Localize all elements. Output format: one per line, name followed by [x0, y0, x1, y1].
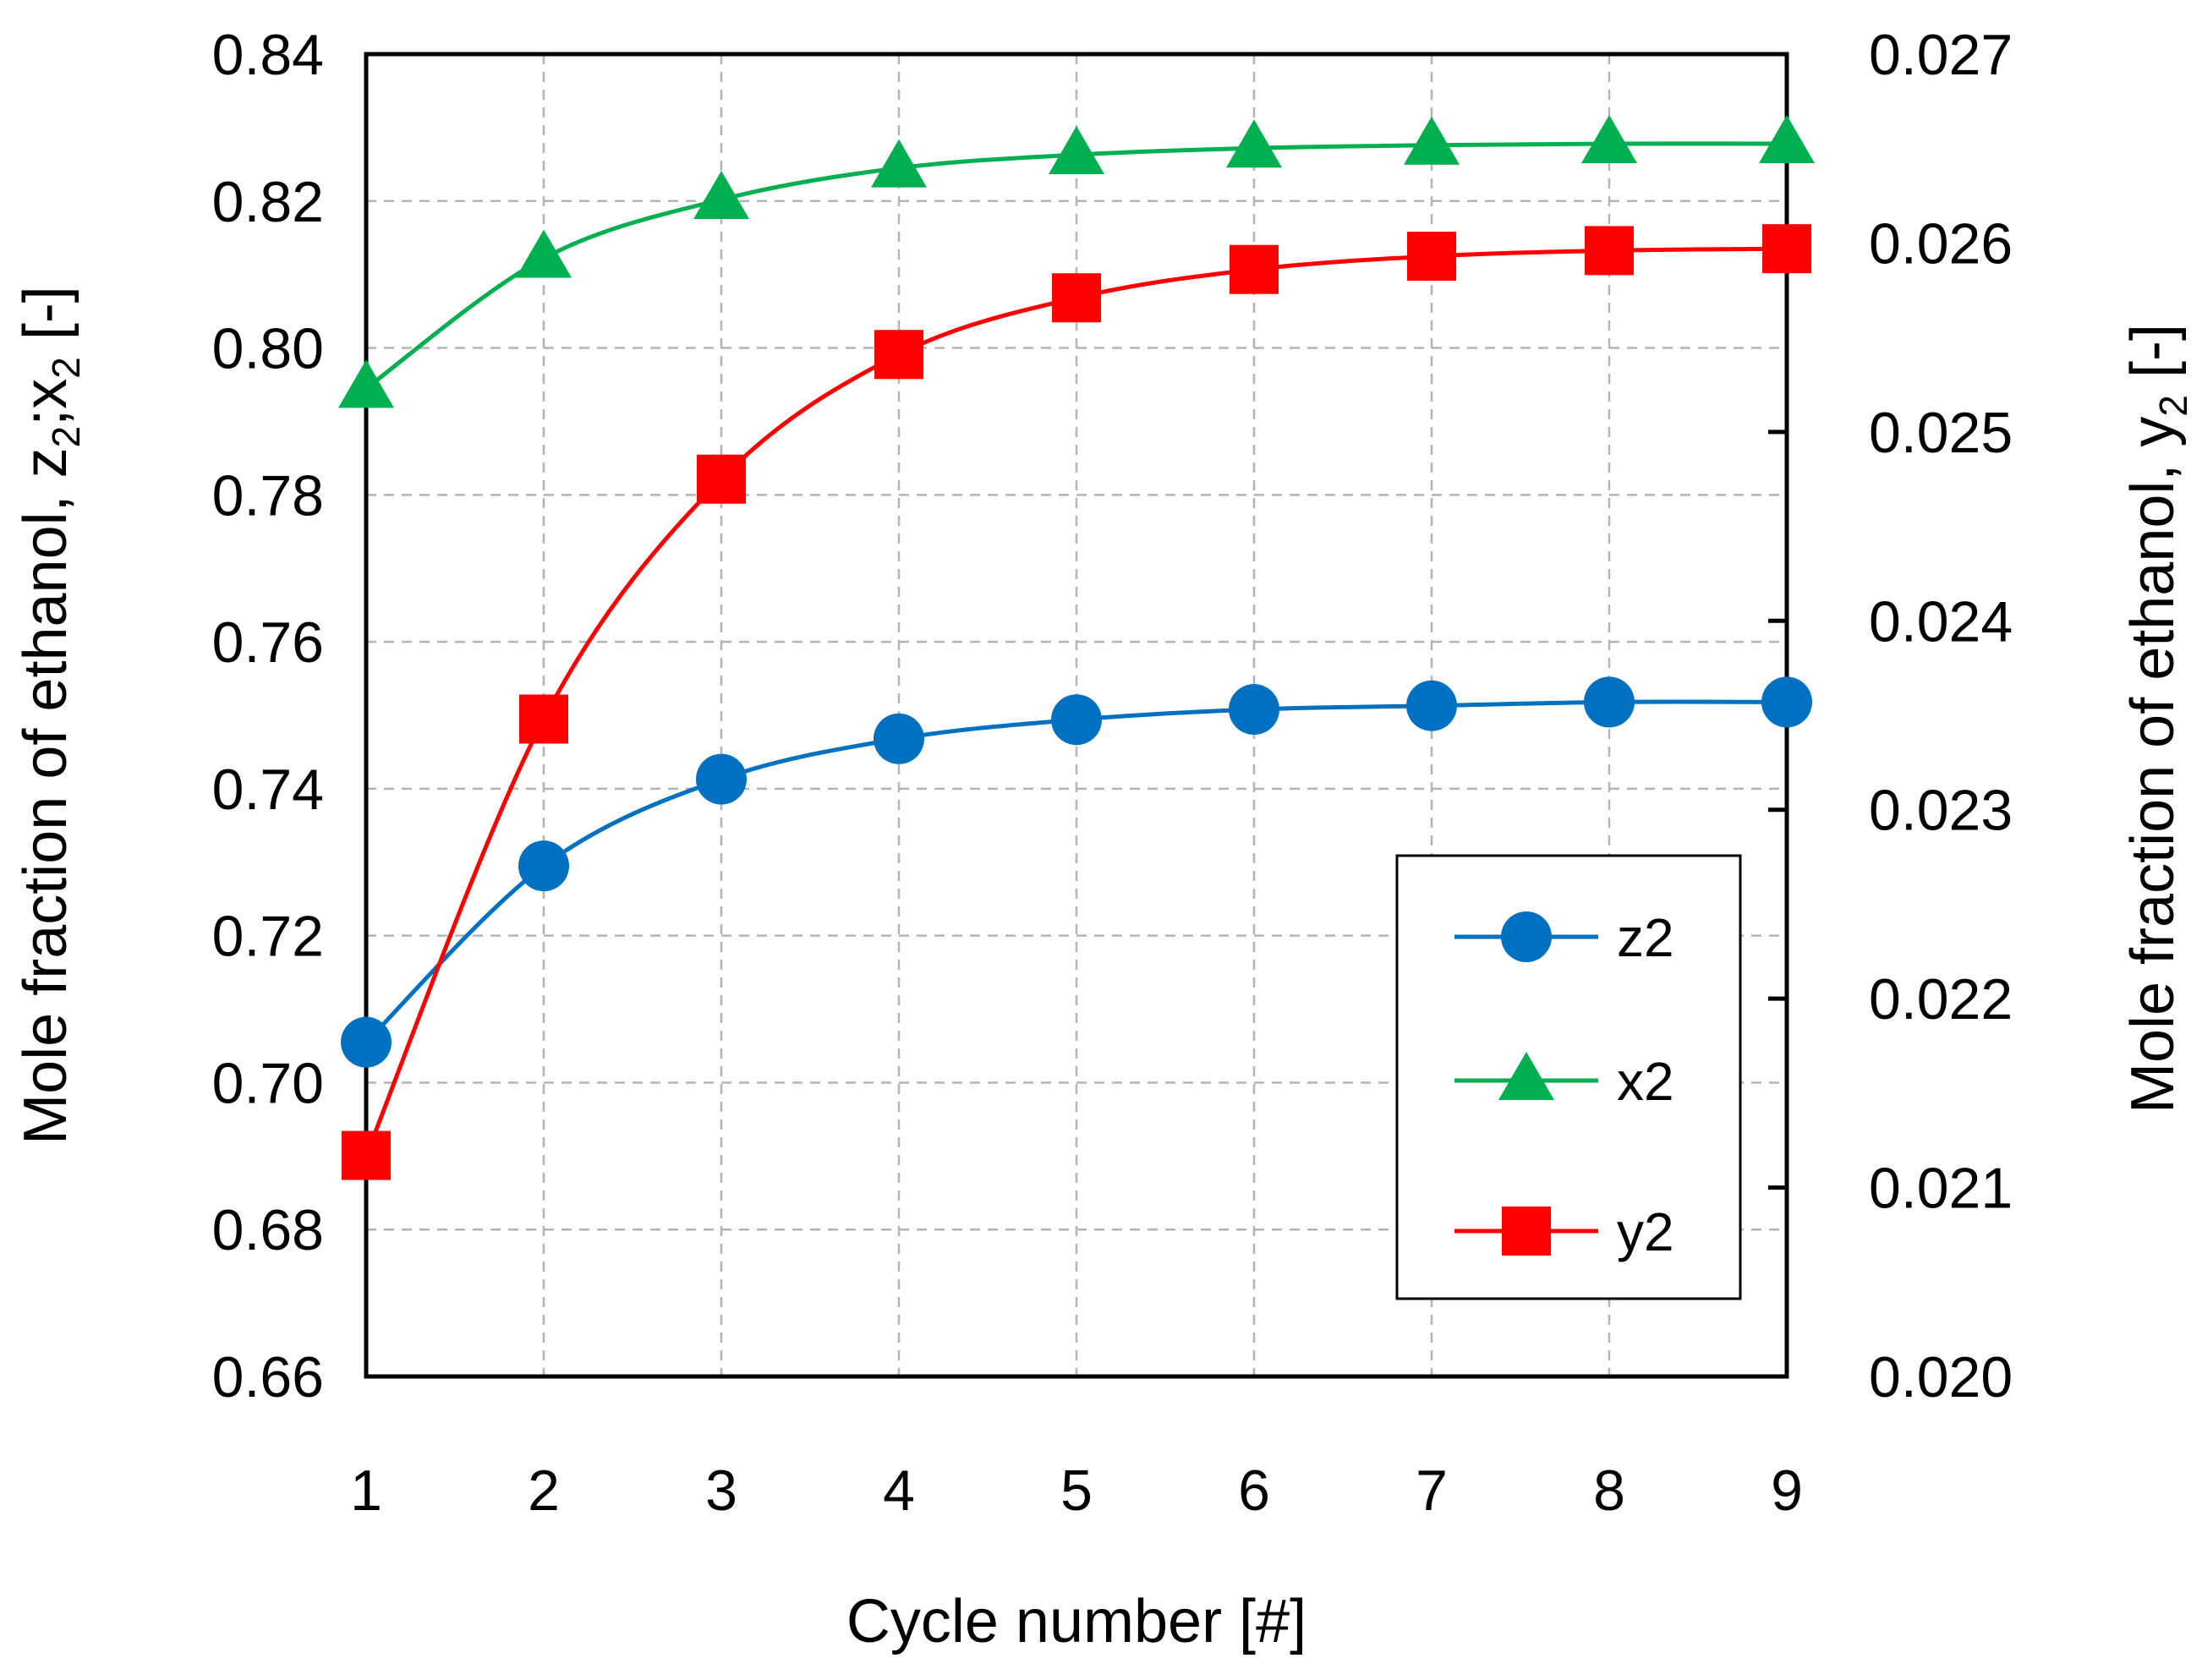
- x-tick-label: 3: [705, 1458, 737, 1523]
- y-axis-title-right: Mole fraction of ethanol, y2 [-]: [2119, 324, 2195, 1114]
- y-tick-label-left: 0.80: [212, 317, 324, 381]
- data-point-y2: [1052, 273, 1101, 323]
- y-tick-label-left: 0.78: [212, 463, 324, 528]
- data-point-z2: [1229, 684, 1279, 736]
- y-tick-label-right: 0.021: [1869, 1157, 2013, 1221]
- legend-item-x2: x2: [1454, 1051, 1674, 1112]
- ticks: 1 2 3 4 5 6 7 8 9 0.66 0.68 0.70 0.72 0.74 0.76 0.78 0.8…: [212, 23, 2013, 1523]
- x-tick-label: 1: [350, 1458, 382, 1523]
- legend-item-z2: z2: [1454, 907, 1674, 968]
- y-tick-label-right: 0.022: [1869, 967, 2013, 1032]
- legend-label-z2: z2: [1617, 907, 1674, 968]
- series-x2: [338, 115, 1815, 408]
- y-tick-label-left: 0.82: [212, 170, 324, 234]
- data-point-y2: [1407, 232, 1456, 282]
- x-axis-title: Cycle number [#]: [846, 1588, 1306, 1655]
- data-point-x2: [693, 171, 749, 220]
- data-point-z2: [696, 753, 747, 805]
- data-point-x2: [1049, 126, 1104, 175]
- data-point-z2: [1051, 694, 1102, 746]
- data-point-z2: [1406, 680, 1457, 731]
- legend-triangle-marker: [1498, 1052, 1554, 1100]
- y-tick-label-right: 0.020: [1869, 1345, 2013, 1409]
- legend-item-y2: y2: [1454, 1201, 1674, 1262]
- data-point-x2: [1759, 115, 1815, 164]
- x-tick-label: 2: [528, 1458, 560, 1523]
- legend: z2 x2 y2: [1395, 854, 1742, 1300]
- data-point-y2: [1762, 224, 1811, 274]
- legend-box: [1395, 854, 1742, 1300]
- x-tick-label: 9: [1771, 1458, 1803, 1523]
- x-tick-label: 4: [883, 1458, 915, 1523]
- data-point-y2: [519, 694, 568, 744]
- y-tick-label-left: 0.68: [212, 1198, 324, 1262]
- x-tick-label: 5: [1060, 1458, 1093, 1523]
- data-point-z2: [341, 1016, 392, 1068]
- data-point-x2: [1226, 119, 1282, 168]
- y-tick-label-left: 0.74: [212, 758, 324, 822]
- y-tick-label-left: 0.66: [212, 1345, 324, 1409]
- series: [338, 115, 1815, 1180]
- y-tick-label-left: 0.70: [212, 1051, 324, 1115]
- data-point-y2: [697, 454, 746, 504]
- legend-label-x2: x2: [1617, 1051, 1674, 1112]
- y-tick-label-right: 0.024: [1869, 589, 2013, 654]
- y-axis-title-left: Mole fraction of ethanol, z2;x2 [-]: [12, 286, 88, 1145]
- data-point-x2: [516, 229, 572, 278]
- legend-square-marker: [1502, 1207, 1551, 1256]
- legend-circle-marker: [1501, 911, 1552, 962]
- y-tick-label-right: 0.023: [1869, 779, 2013, 843]
- data-point-z2: [1584, 676, 1635, 728]
- y-tick-label-right: 0.027: [1869, 23, 2013, 87]
- y-tick-label-right: 0.026: [1869, 211, 2013, 276]
- legend-label-y2: y2: [1617, 1201, 1674, 1262]
- data-point-y2: [1230, 244, 1279, 294]
- y-tick-label-left: 0.72: [212, 905, 324, 969]
- y-tick-label-left: 0.84: [212, 23, 324, 87]
- data-point-x2: [338, 359, 394, 408]
- data-point-z2: [1761, 676, 1812, 728]
- data-point-y2: [342, 1130, 391, 1180]
- x-tick-label: 6: [1238, 1458, 1270, 1523]
- series-y2: [342, 224, 1811, 1180]
- y-tick-label-right: 0.025: [1869, 401, 2013, 465]
- x-tick-label: 7: [1416, 1458, 1448, 1523]
- data-point-x2: [1581, 115, 1637, 164]
- y-tick-label-left: 0.76: [212, 610, 324, 675]
- data-point-x2: [1404, 116, 1460, 165]
- data-point-y2: [874, 330, 923, 380]
- data-point-x2: [871, 139, 927, 188]
- data-point-z2: [874, 713, 924, 764]
- x-tick-label: 8: [1593, 1458, 1625, 1523]
- data-point-y2: [1585, 226, 1634, 276]
- data-point-z2: [518, 840, 569, 892]
- series-z2: [341, 676, 1812, 1068]
